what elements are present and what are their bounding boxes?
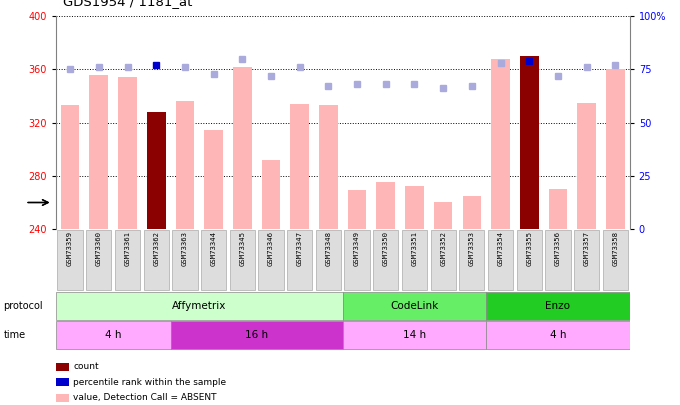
- Bar: [347, 190, 367, 229]
- FancyBboxPatch shape: [486, 321, 630, 350]
- Bar: [405, 186, 424, 229]
- FancyBboxPatch shape: [143, 230, 169, 290]
- Bar: [290, 104, 309, 229]
- FancyBboxPatch shape: [230, 230, 255, 290]
- FancyBboxPatch shape: [402, 230, 427, 290]
- Text: GSM73345: GSM73345: [239, 231, 245, 266]
- FancyBboxPatch shape: [545, 230, 571, 290]
- Text: percentile rank within the sample: percentile rank within the sample: [73, 378, 226, 387]
- Text: GSM73344: GSM73344: [211, 231, 217, 266]
- FancyBboxPatch shape: [201, 230, 226, 290]
- FancyBboxPatch shape: [373, 230, 398, 290]
- Bar: [61, 105, 80, 229]
- Bar: [204, 130, 223, 229]
- Bar: [577, 102, 596, 229]
- FancyBboxPatch shape: [430, 230, 456, 290]
- Text: GSM73349: GSM73349: [354, 231, 360, 266]
- Text: GSM73360: GSM73360: [96, 231, 102, 266]
- FancyBboxPatch shape: [287, 230, 312, 290]
- Text: GSM73359: GSM73359: [67, 231, 73, 266]
- Text: GSM73351: GSM73351: [411, 231, 418, 266]
- FancyBboxPatch shape: [343, 321, 486, 350]
- FancyBboxPatch shape: [316, 230, 341, 290]
- FancyBboxPatch shape: [574, 230, 599, 290]
- Text: 14 h: 14 h: [403, 330, 426, 340]
- FancyBboxPatch shape: [115, 230, 140, 290]
- Text: count: count: [73, 362, 99, 371]
- Bar: [520, 56, 539, 229]
- Bar: [462, 196, 481, 229]
- FancyBboxPatch shape: [56, 321, 171, 350]
- FancyBboxPatch shape: [86, 230, 112, 290]
- FancyBboxPatch shape: [343, 292, 486, 320]
- Text: 16 h: 16 h: [245, 330, 268, 340]
- FancyBboxPatch shape: [171, 321, 343, 350]
- Text: GSM73354: GSM73354: [498, 231, 504, 266]
- FancyBboxPatch shape: [56, 292, 343, 320]
- Text: GDS1954 / 1181_at: GDS1954 / 1181_at: [63, 0, 192, 8]
- Text: GSM73356: GSM73356: [555, 231, 561, 266]
- Text: GSM73353: GSM73353: [469, 231, 475, 266]
- FancyBboxPatch shape: [517, 230, 542, 290]
- Bar: [147, 112, 165, 229]
- Text: GSM73363: GSM73363: [182, 231, 188, 266]
- Text: value, Detection Call = ABSENT: value, Detection Call = ABSENT: [73, 393, 217, 402]
- FancyBboxPatch shape: [602, 230, 628, 290]
- Bar: [319, 105, 338, 229]
- Text: Affymetrix: Affymetrix: [172, 301, 226, 311]
- Bar: [233, 67, 252, 229]
- Bar: [175, 101, 194, 229]
- Text: time: time: [3, 330, 26, 340]
- FancyBboxPatch shape: [345, 230, 370, 290]
- Text: GSM73357: GSM73357: [583, 231, 590, 266]
- Text: GSM73350: GSM73350: [383, 231, 389, 266]
- Text: GSM73348: GSM73348: [325, 231, 331, 266]
- Bar: [549, 189, 567, 229]
- FancyBboxPatch shape: [486, 292, 630, 320]
- Bar: [434, 202, 452, 229]
- Bar: [262, 160, 280, 229]
- Text: GSM73361: GSM73361: [124, 231, 131, 266]
- Bar: [606, 69, 625, 229]
- Bar: [377, 182, 395, 229]
- Text: protocol: protocol: [3, 301, 43, 311]
- Text: 4 h: 4 h: [105, 330, 122, 340]
- Bar: [118, 77, 137, 229]
- Text: GSM73355: GSM73355: [526, 231, 532, 266]
- FancyBboxPatch shape: [459, 230, 484, 290]
- FancyBboxPatch shape: [58, 230, 83, 290]
- Text: 4 h: 4 h: [549, 330, 566, 340]
- Bar: [491, 59, 510, 229]
- Text: GSM73346: GSM73346: [268, 231, 274, 266]
- Text: CodeLink: CodeLink: [390, 301, 439, 311]
- FancyBboxPatch shape: [258, 230, 284, 290]
- Text: GSM73362: GSM73362: [153, 231, 159, 266]
- FancyBboxPatch shape: [488, 230, 513, 290]
- Text: GSM73347: GSM73347: [296, 231, 303, 266]
- Text: Enzo: Enzo: [545, 301, 571, 311]
- Text: GSM73358: GSM73358: [612, 231, 618, 266]
- Text: GSM73352: GSM73352: [440, 231, 446, 266]
- Bar: [90, 75, 108, 229]
- FancyBboxPatch shape: [172, 230, 197, 290]
